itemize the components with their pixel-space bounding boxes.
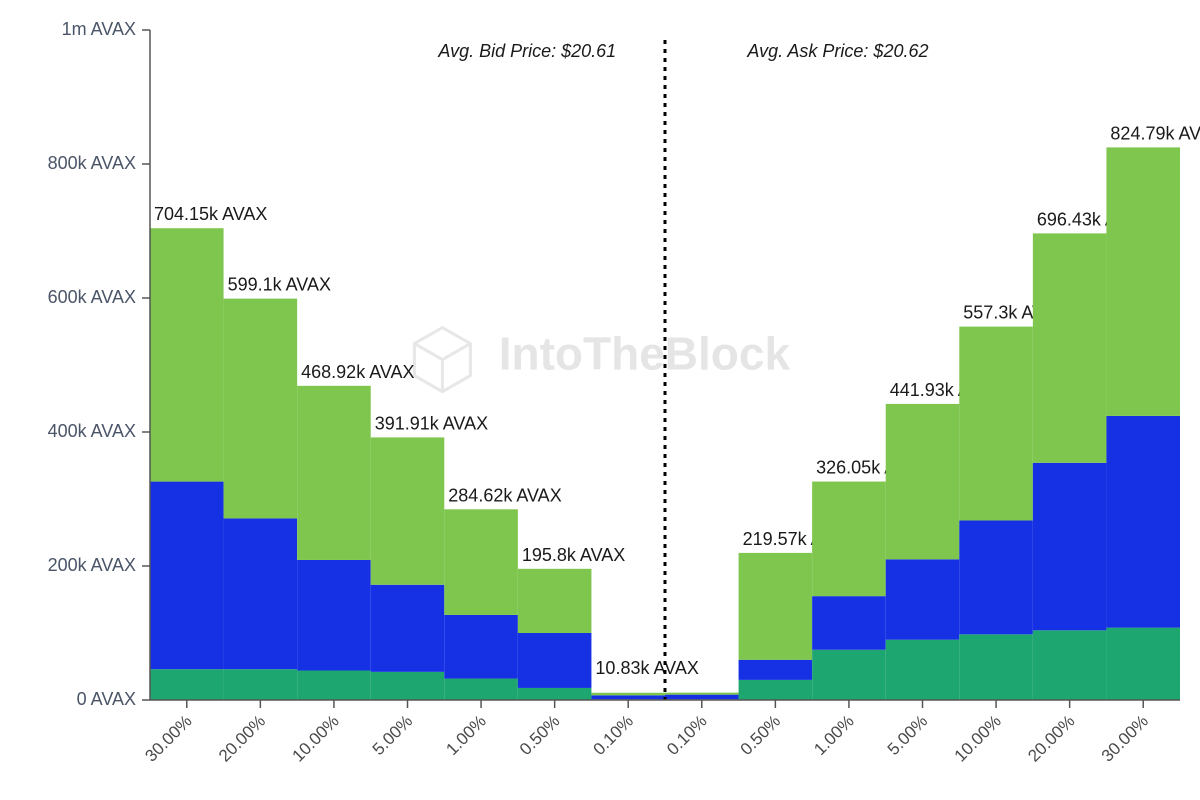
bar-value-label: 599.1k AVAX [228,275,331,295]
watermark-text: IntoTheBlock [499,328,791,380]
x-tick-label: 30.00% [141,711,195,765]
bar-seg-middle [150,482,224,670]
bar-value-label: 195.8k AVAX [522,545,625,565]
y-tick-label: 800k AVAX [48,153,136,173]
x-tick-label: 20.00% [1024,711,1078,765]
bar-value-label: 284.62k AVAX [448,485,561,505]
bar-seg-top [739,553,813,660]
chart-svg: IntoTheBlock 704.15k AVAX 599.1k AVAX 468.9… [0,0,1200,800]
y-tick-label: 600k AVAX [48,287,136,307]
bar-seg-bottom [959,634,1033,700]
bar-seg-middle [959,520,1033,634]
x-tick-label: 5.00% [884,711,932,759]
y-tick-label: 200k AVAX [48,555,136,575]
x-tick-label: 10.00% [951,711,1005,765]
bar-seg-top [812,482,886,597]
bar-seg-bottom [1106,628,1180,700]
y-tick-label: 1m AVAX [62,19,136,39]
bar-seg-middle [1033,463,1107,631]
bar-seg-top [444,509,518,615]
bar-seg-middle [1106,416,1180,628]
avg-bid-annotation: Avg. Bid Price: $20.61 [437,41,616,61]
x-tick-label: 10.00% [289,711,343,765]
x-tick-label: 5.00% [369,711,417,759]
bar-seg-top [1033,233,1107,462]
bar-value-label: 468.92k AVAX [301,362,414,382]
watermark-cube-icon [414,328,470,392]
x-tick-label: 1.00% [810,711,858,759]
bar-seg-top [959,327,1033,521]
bar-seg-bottom [444,679,518,700]
bar-seg-middle [812,596,886,650]
bar-seg-top [224,299,298,519]
bar-seg-top [591,693,665,696]
bar-seg-bottom [739,680,813,700]
bar-seg-bottom [812,650,886,700]
x-tick-label: 30.00% [1098,711,1152,765]
bar-seg-bottom [1033,630,1107,700]
bar-seg-bottom [297,671,371,700]
bar-seg-bottom [886,640,960,700]
bar-seg-middle [665,695,739,700]
x-tick-label: 1.00% [442,711,490,759]
bar-seg-bottom [371,672,445,700]
x-tick-label: 20.00% [215,711,269,765]
bar-seg-middle [591,695,665,699]
bar-seg-middle [224,518,298,669]
x-tick-label: 0.50% [516,711,564,759]
bar-seg-bottom [150,669,224,700]
bar-seg-bottom [518,688,592,700]
x-tick-label: 0.50% [737,711,785,759]
bar-seg-middle [444,615,518,679]
bar-value-label: 704.15k AVAX [154,204,267,224]
x-tick-label: 0.10% [590,711,638,759]
y-tick-label: 0 AVAX [77,689,136,709]
bar-value-label: 824.79k AVAX [1110,123,1200,143]
y-tick-label: 400k AVAX [48,421,136,441]
bar-seg-top [297,386,371,560]
depth-chart: IntoTheBlock 704.15k AVAX 599.1k AVAX 468.9… [0,0,1200,800]
bar-seg-middle [371,585,445,672]
bar-seg-top [1106,147,1180,416]
bar-seg-bottom [224,669,298,700]
bar-seg-top [518,569,592,633]
bar-seg-middle [518,633,592,688]
bar-seg-top [665,693,739,695]
bar-seg-middle [739,660,813,680]
bar-seg-middle [886,559,960,639]
bar-value-label: 391.91k AVAX [375,413,488,433]
bar-seg-top [886,404,960,559]
bar-seg-middle [297,560,371,671]
bar-value-label: 10.83k AVAX [595,658,698,678]
bar-seg-top [150,228,224,481]
bar-seg-top [371,437,445,584]
x-tick-label: 0.10% [663,711,711,759]
avg-ask-annotation: Avg. Ask Price: $20.62 [746,41,928,61]
